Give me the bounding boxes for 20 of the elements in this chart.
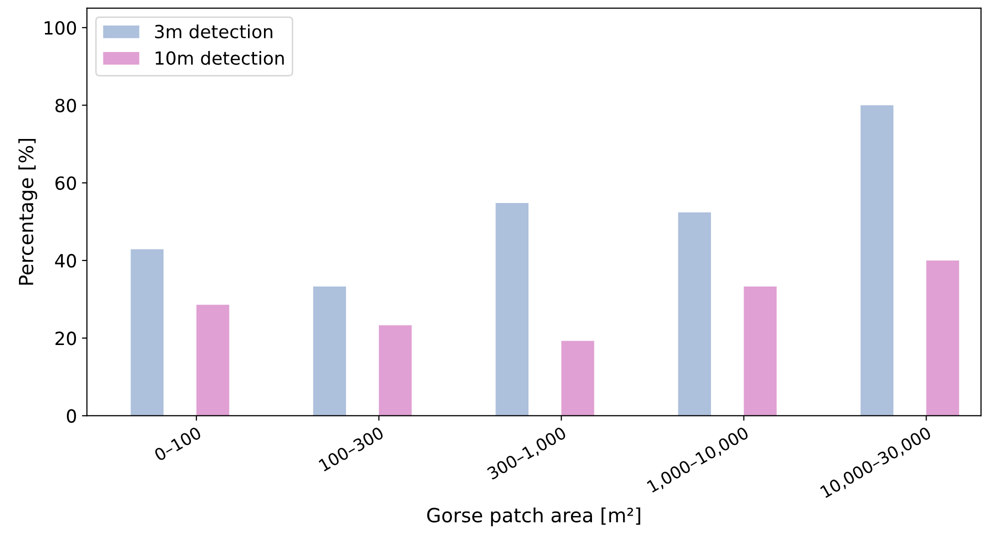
- y-tick-label: 60: [55, 176, 76, 190]
- bar: [561, 340, 594, 416]
- y-axis-title: Percentage [%]: [18, 139, 38, 285]
- legend-label: 3m detection: [155, 24, 272, 38]
- bar: [744, 286, 777, 416]
- bar: [130, 249, 164, 416]
- y-tick-label: 80: [55, 98, 76, 112]
- bar: [196, 304, 230, 416]
- legend-label: 10m detection: [156, 50, 284, 65]
- y-tick-label: 40: [55, 254, 76, 268]
- bar: [678, 212, 711, 416]
- bar: [926, 260, 960, 416]
- bar: [313, 286, 346, 416]
- x-axis-title: Gorse patch area [m²]: [427, 507, 640, 526]
- bar: [496, 203, 528, 416]
- bar: [860, 105, 894, 416]
- y-tick-label: 100: [44, 21, 76, 35]
- y-tick-label: 0: [66, 409, 76, 423]
- bar: [378, 325, 412, 416]
- y-tick-label: 20: [56, 332, 76, 346]
